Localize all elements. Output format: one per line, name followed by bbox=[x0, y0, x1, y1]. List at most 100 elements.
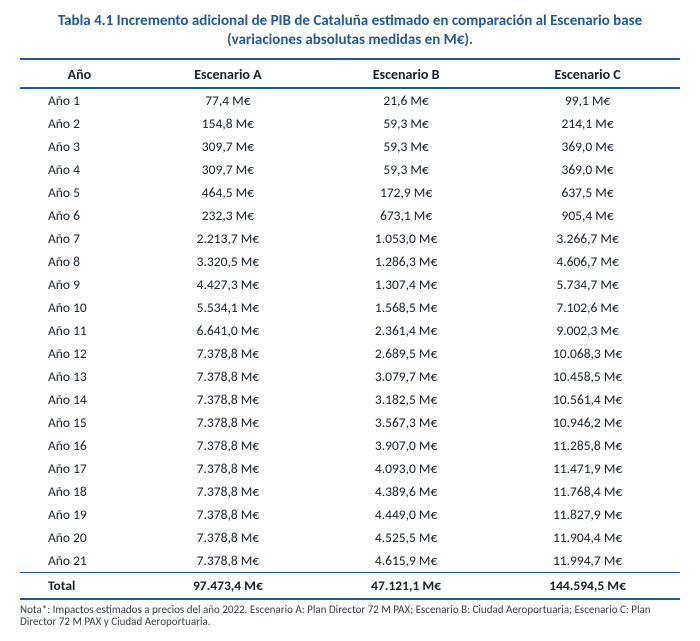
table-row: Año 4309,7 M€59,3 M€369,0 M€ bbox=[20, 158, 680, 181]
cell-value: 59,3 M€ bbox=[317, 135, 495, 158]
cell-year: Año 19 bbox=[20, 503, 139, 526]
cell-value: 7.378,8 M€ bbox=[139, 549, 317, 573]
cell-year: Año 11 bbox=[20, 319, 139, 342]
table-row: Año 2154,8 M€59,3 M€214,1 M€ bbox=[20, 112, 680, 135]
cell-year: Año 13 bbox=[20, 365, 139, 388]
cell-year: Año 9 bbox=[20, 273, 139, 296]
cell-value: 4.615,9 M€ bbox=[317, 549, 495, 573]
cell-value: 673,1 M€ bbox=[317, 204, 495, 227]
cell-value: 369,0 M€ bbox=[495, 158, 680, 181]
cell-year: Año 14 bbox=[20, 388, 139, 411]
cell-year: Año 10 bbox=[20, 296, 139, 319]
cell-value: 7.378,8 M€ bbox=[139, 411, 317, 434]
cell-value: 5.734,7 M€ bbox=[495, 273, 680, 296]
cell-value: 3.182,5 M€ bbox=[317, 388, 495, 411]
cell-year: Año 8 bbox=[20, 250, 139, 273]
title-line-1: Tabla 4.1 Incremento adicional de PIB de… bbox=[58, 12, 642, 30]
cell-value: 4.525,5 M€ bbox=[317, 526, 495, 549]
table-row: Año 94.427,3 M€1.307,4 M€5.734,7 M€ bbox=[20, 273, 680, 296]
table-row: Año 105.534,1 M€1.568,5 M€7.102,6 M€ bbox=[20, 296, 680, 319]
cell-value: 7.378,8 M€ bbox=[139, 342, 317, 365]
total-row: Total 97.473,4 M€ 47.121,1 M€ 144.594,5 … bbox=[20, 573, 680, 599]
cell-value: 11.904,4 M€ bbox=[495, 526, 680, 549]
cell-year: Año 18 bbox=[20, 480, 139, 503]
cell-value: 4.389,6 M€ bbox=[317, 480, 495, 503]
cell-value: 309,7 M€ bbox=[139, 158, 317, 181]
cell-year: Año 3 bbox=[20, 135, 139, 158]
cell-value: 11.471,9 M€ bbox=[495, 457, 680, 480]
total-esc-c: 144.594,5 M€ bbox=[495, 573, 680, 599]
cell-value: 1.307,4 M€ bbox=[317, 273, 495, 296]
cell-value: 7.378,8 M€ bbox=[139, 365, 317, 388]
cell-year: Año 2 bbox=[20, 112, 139, 135]
cell-value: 10.946,2 M€ bbox=[495, 411, 680, 434]
cell-value: 11.994,7 M€ bbox=[495, 549, 680, 573]
cell-value: 11.768,4 M€ bbox=[495, 480, 680, 503]
cell-value: 1.568,5 M€ bbox=[317, 296, 495, 319]
cell-year: Año 17 bbox=[20, 457, 139, 480]
cell-value: 154,8 M€ bbox=[139, 112, 317, 135]
table-title: Tabla 4.1 Incremento adicional de PIB de… bbox=[20, 12, 680, 50]
table-row: Año 177.378,8 M€4.093,0 M€11.471,9 M€ bbox=[20, 457, 680, 480]
col-header-esc-c: Escenario C bbox=[495, 60, 680, 88]
cell-value: 2.213,7 M€ bbox=[139, 227, 317, 250]
table-row: Año 177,4 M€21,6 M€99,1 M€ bbox=[20, 89, 680, 112]
col-header-esc-b: Escenario B bbox=[317, 60, 495, 88]
table-row: Año 157.378,8 M€3.567,3 M€10.946,2 M€ bbox=[20, 411, 680, 434]
table-row: Año 197.378,8 M€4.449,0 M€11.827,9 M€ bbox=[20, 503, 680, 526]
cell-year: Año 4 bbox=[20, 158, 139, 181]
pib-table: Año Escenario A Escenario B Escenario C … bbox=[20, 58, 680, 600]
cell-year: Año 6 bbox=[20, 204, 139, 227]
cell-value: 10.561,4 M€ bbox=[495, 388, 680, 411]
cell-value: 21,6 M€ bbox=[317, 89, 495, 112]
table-row: Año 5464,5 M€172,9 M€637,5 M€ bbox=[20, 181, 680, 204]
cell-value: 905,4 M€ bbox=[495, 204, 680, 227]
total-label: Total bbox=[20, 573, 139, 599]
table-row: Año 127.378,8 M€2.689,5 M€10.068,3 M€ bbox=[20, 342, 680, 365]
table-row: Año 83.320,5 M€1.286,3 M€4.606,7 M€ bbox=[20, 250, 680, 273]
cell-value: 99,1 M€ bbox=[495, 89, 680, 112]
cell-value: 4.449,0 M€ bbox=[317, 503, 495, 526]
cell-value: 7.378,8 M€ bbox=[139, 503, 317, 526]
cell-year: Año 21 bbox=[20, 549, 139, 573]
table-row: Año 3309,7 M€59,3 M€369,0 M€ bbox=[20, 135, 680, 158]
table-row: Año 167.378,8 M€3.907,0 M€11.285,8 M€ bbox=[20, 434, 680, 457]
cell-year: Año 7 bbox=[20, 227, 139, 250]
table-row: Año 137.378,8 M€3.079,7 M€10.458,5 M€ bbox=[20, 365, 680, 388]
cell-value: 7.378,8 M€ bbox=[139, 434, 317, 457]
cell-value: 172,9 M€ bbox=[317, 181, 495, 204]
cell-value: 10.458,5 M€ bbox=[495, 365, 680, 388]
cell-value: 4.606,7 M€ bbox=[495, 250, 680, 273]
cell-value: 5.534,1 M€ bbox=[139, 296, 317, 319]
cell-value: 59,3 M€ bbox=[317, 112, 495, 135]
table-row: Año 207.378,8 M€4.525,5 M€11.904,4 M€ bbox=[20, 526, 680, 549]
cell-value: 11.827,9 M€ bbox=[495, 503, 680, 526]
cell-value: 1.286,3 M€ bbox=[317, 250, 495, 273]
cell-value: 4.093,0 M€ bbox=[317, 457, 495, 480]
cell-value: 3.567,3 M€ bbox=[317, 411, 495, 434]
cell-value: 3.320,5 M€ bbox=[139, 250, 317, 273]
cell-value: 7.378,8 M€ bbox=[139, 480, 317, 503]
title-line-2: (variaciones absolutas medidas en M€). bbox=[227, 31, 473, 49]
table-row: Año 217.378,8 M€4.615,9 M€11.994,7 M€ bbox=[20, 549, 680, 573]
cell-value: 7.378,8 M€ bbox=[139, 388, 317, 411]
total-rule-bottom bbox=[20, 599, 680, 600]
table-row: Año 6232,3 M€673,1 M€905,4 M€ bbox=[20, 204, 680, 227]
cell-value: 309,7 M€ bbox=[139, 135, 317, 158]
col-header-esc-a: Escenario A bbox=[139, 60, 317, 88]
table-body: Año 177,4 M€21,6 M€99,1 M€Año 2154,8 M€5… bbox=[20, 89, 680, 573]
cell-year: Año 16 bbox=[20, 434, 139, 457]
cell-value: 7.378,8 M€ bbox=[139, 457, 317, 480]
cell-value: 9.002,3 M€ bbox=[495, 319, 680, 342]
cell-value: 214,1 M€ bbox=[495, 112, 680, 135]
cell-value: 232,3 M€ bbox=[139, 204, 317, 227]
cell-year: Año 15 bbox=[20, 411, 139, 434]
cell-value: 3.079,7 M€ bbox=[317, 365, 495, 388]
total-esc-a: 97.473,4 M€ bbox=[139, 573, 317, 599]
cell-value: 2.689,5 M€ bbox=[317, 342, 495, 365]
cell-value: 369,0 M€ bbox=[495, 135, 680, 158]
table-row: Año 116.641,0 M€2.361,4 M€9.002,3 M€ bbox=[20, 319, 680, 342]
total-esc-b: 47.121,1 M€ bbox=[317, 573, 495, 599]
cell-value: 3.907,0 M€ bbox=[317, 434, 495, 457]
cell-value: 11.285,8 M€ bbox=[495, 434, 680, 457]
